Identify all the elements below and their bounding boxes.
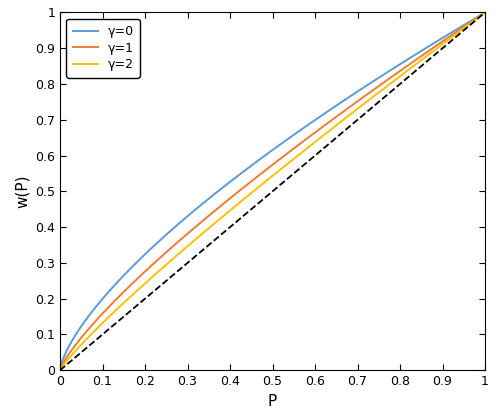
γ=1 [57,368,63,373]
γ=2 [78,342,84,347]
Legend: γ=0, γ=1, γ=2: γ=0, γ=1, γ=2 [66,19,140,78]
γ=2 [252,187,258,192]
γ=0 [252,160,258,165]
γ=2 [57,368,63,373]
Line: γ=1: γ=1 [60,12,485,370]
γ=0 [264,152,270,157]
Y-axis label: w(P): w(P) [14,175,30,208]
γ=0 [482,10,488,15]
γ=1 [392,72,398,77]
γ=0 [470,17,476,22]
Line: γ=0: γ=0 [60,12,485,370]
γ=0 [78,323,84,328]
γ=2 [392,78,398,83]
γ=0 [57,368,63,373]
γ=2 [264,178,270,183]
γ=2 [482,10,488,15]
X-axis label: P: P [268,394,277,409]
γ=0 [470,17,476,22]
γ=1 [470,18,476,23]
γ=1 [470,18,476,23]
γ=1 [252,176,258,181]
γ=0 [392,65,398,70]
γ=2 [470,19,476,24]
γ=2 [470,19,476,24]
γ=1 [78,334,84,339]
γ=1 [482,10,488,15]
γ=1 [264,167,270,172]
Line: γ=2: γ=2 [60,12,485,370]
